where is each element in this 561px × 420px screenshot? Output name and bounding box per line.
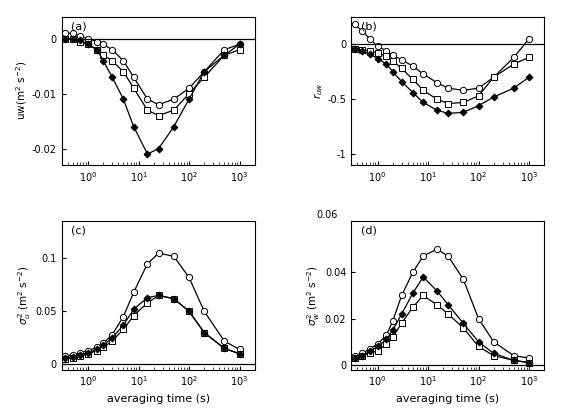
Text: (b): (b) [361, 21, 376, 31]
X-axis label: averaging time (s): averaging time (s) [107, 394, 210, 404]
Text: (c): (c) [71, 226, 86, 236]
Text: 0.06: 0.06 [316, 210, 338, 220]
Text: (a): (a) [71, 21, 87, 31]
Y-axis label: $\sigma_w^2$ (m$^2$ s$^{-2}$): $\sigma_w^2$ (m$^2$ s$^{-2}$) [305, 265, 322, 326]
Y-axis label: $\sigma_u^2$ (m$^2$ s$^{-2}$): $\sigma_u^2$ (m$^2$ s$^{-2}$) [16, 266, 33, 325]
Y-axis label: $r_{uw}$: $r_{uw}$ [312, 82, 325, 99]
X-axis label: averaging time (s): averaging time (s) [396, 394, 499, 404]
Text: (d): (d) [361, 226, 376, 236]
Y-axis label: uw(m$^2$ s$^{-2}$): uw(m$^2$ s$^{-2}$) [14, 61, 29, 121]
